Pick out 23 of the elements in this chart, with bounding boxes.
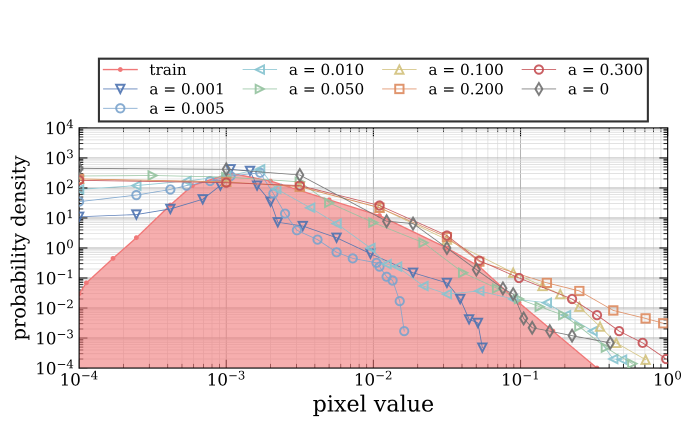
y-tick-label: 10$^{2}$ <box>46 179 73 194</box>
y-tick-label: 10$^{3}$ <box>46 149 73 164</box>
legend-label: a = 0.010 <box>290 64 364 76</box>
y-tick-label: 10$^{−1}$ <box>37 270 72 284</box>
x-tick-label: 10$^{−1}$ <box>503 370 538 386</box>
legend-label: a = 0.100 <box>429 64 503 76</box>
x-tick-label: 10$^{0}$ <box>655 370 682 386</box>
y-tick-label: 10$^{4}$ <box>46 119 74 134</box>
legend-label: a = 0.050 <box>290 82 364 95</box>
x-axis-title: pixel value <box>313 394 434 416</box>
legend-label: a = 0.005 <box>150 102 224 114</box>
y-tick-label: 10$^{−2}$ <box>37 300 73 314</box>
y-tick-label: 10$^{1}$ <box>46 209 72 224</box>
y-tick-label: 10$^{−3}$ <box>37 330 73 344</box>
y-tick-label: 10$^{0}$ <box>46 239 73 254</box>
y-axis-title: probability density <box>10 156 30 340</box>
legend-label: a = 0.200 <box>429 82 503 95</box>
legend-label: a = 0 <box>568 82 608 95</box>
x-tick-label: 10$^{−3}$ <box>208 370 244 386</box>
legend-label: a = 0.001 <box>150 82 223 95</box>
legend-label: train <box>150 64 186 76</box>
legend-label: a = 0.300 <box>568 64 642 76</box>
x-tick-label: 10$^{−2}$ <box>356 370 392 386</box>
